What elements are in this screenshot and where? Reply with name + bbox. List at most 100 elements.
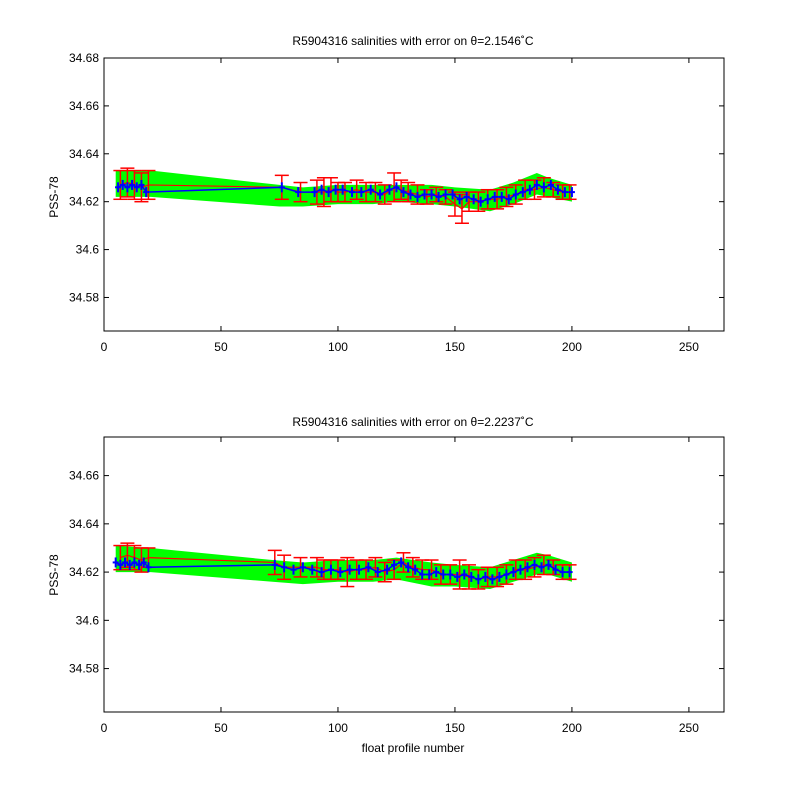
plot-area-top: 0 50 100 150 200 250 34.58 34.6 34.62 34.64 34.66 3…	[69, 51, 725, 354]
data-point	[447, 569, 454, 580]
error-bar	[377, 561, 392, 583]
y-tick-label: 34.62	[69, 565, 99, 579]
data-point	[484, 194, 491, 205]
error-bar	[330, 559, 345, 581]
data-point	[339, 184, 346, 195]
data-point	[112, 557, 119, 568]
data-point	[568, 187, 575, 198]
data-point	[454, 571, 461, 582]
data-point	[433, 567, 440, 578]
error-bar	[337, 181, 352, 203]
x-tick-label: 50	[214, 340, 228, 354]
y-tick-label: 34.66	[69, 469, 99, 483]
data-point	[271, 559, 278, 570]
data-point	[440, 569, 447, 580]
y-tick-label: 34.66	[69, 99, 99, 113]
chart-panel-bottom: R5904316 salinities with error on θ=2.22…	[47, 415, 725, 755]
y-tick-label: 34.58	[69, 662, 99, 676]
data-point	[145, 562, 152, 573]
x-tick-label: 150	[445, 721, 465, 735]
data-point	[524, 562, 531, 573]
data-point	[318, 567, 325, 578]
y-tick-label: 34.62	[69, 195, 99, 209]
y-tick-label: 34.68	[69, 51, 99, 65]
chart-title-bottom: R5904316 salinities with error on θ=2.22…	[292, 415, 533, 429]
data-point	[358, 187, 365, 198]
data-point	[412, 564, 419, 575]
data-point	[552, 564, 559, 575]
data-point	[435, 191, 442, 202]
data-point	[545, 559, 552, 570]
data-point	[517, 564, 524, 575]
data-point	[311, 187, 318, 198]
data-point	[115, 182, 122, 193]
x-tick-label: 200	[562, 721, 582, 735]
data-point	[124, 182, 131, 193]
error-bar	[141, 169, 156, 201]
data-point	[405, 562, 412, 573]
data-point	[337, 567, 344, 578]
x-tick-label: 50	[214, 721, 228, 735]
data-point	[126, 559, 133, 570]
data-point	[475, 574, 482, 585]
y-axis-label-top: PSS-78	[47, 176, 61, 218]
error-bar	[527, 179, 542, 201]
data-point	[461, 569, 468, 580]
data-point	[449, 189, 456, 200]
x-tick-label: 100	[328, 721, 348, 735]
x-tick-label: 0	[101, 721, 108, 735]
data-point	[561, 187, 568, 198]
data-point	[386, 184, 393, 195]
data-point	[531, 559, 538, 570]
x-tick-label: 250	[679, 721, 699, 735]
data-point	[349, 187, 355, 198]
data-point	[356, 564, 363, 575]
data-point	[140, 557, 147, 568]
error-bar	[499, 186, 514, 208]
data-point	[374, 567, 381, 578]
uncertainty-band-top	[115, 170, 572, 212]
data-point	[428, 189, 435, 200]
data-point	[391, 559, 398, 570]
data-point	[119, 179, 126, 190]
data-point	[538, 562, 545, 573]
error-bar	[359, 559, 374, 581]
data-point	[309, 564, 316, 575]
error-bar	[518, 559, 533, 581]
y-axis-label-bottom: PSS-78	[47, 554, 61, 596]
error-bar	[424, 559, 439, 581]
chart-panel-top: R5904316 salinities with error on θ=2.15…	[47, 34, 725, 354]
plot-area-bottom: 0 50 100 150 200 250 34.58 34.6 34.62 34.64 34.66	[69, 436, 725, 735]
data-point	[414, 191, 421, 202]
data-point	[468, 571, 475, 582]
data-point	[367, 184, 374, 195]
x-tick-label: 100	[328, 340, 348, 354]
data-point	[526, 184, 533, 195]
error-bar	[429, 186, 444, 203]
error-bar	[340, 556, 355, 588]
y-tick-label: 34.6	[76, 243, 100, 257]
x-tick-label: 250	[679, 340, 699, 354]
error-bar	[401, 181, 416, 203]
x-tick-label: 150	[445, 340, 465, 354]
data-point	[519, 187, 526, 198]
data-point	[470, 194, 477, 205]
data-point	[407, 189, 414, 200]
data-point	[384, 564, 391, 575]
error-bar	[368, 556, 383, 578]
data-point	[290, 564, 297, 575]
data-point	[540, 182, 547, 193]
data-point	[426, 569, 433, 580]
data-point	[533, 179, 540, 190]
data-point	[143, 187, 150, 198]
y-tick-label: 34.64	[69, 517, 99, 531]
data-point	[496, 571, 503, 582]
data-point	[365, 562, 372, 573]
data-point	[129, 179, 136, 190]
data-point	[295, 187, 302, 198]
data-point	[559, 567, 566, 578]
data-point	[510, 567, 517, 578]
data-point	[566, 567, 573, 578]
error-bar	[349, 179, 364, 201]
data-point	[278, 182, 285, 193]
